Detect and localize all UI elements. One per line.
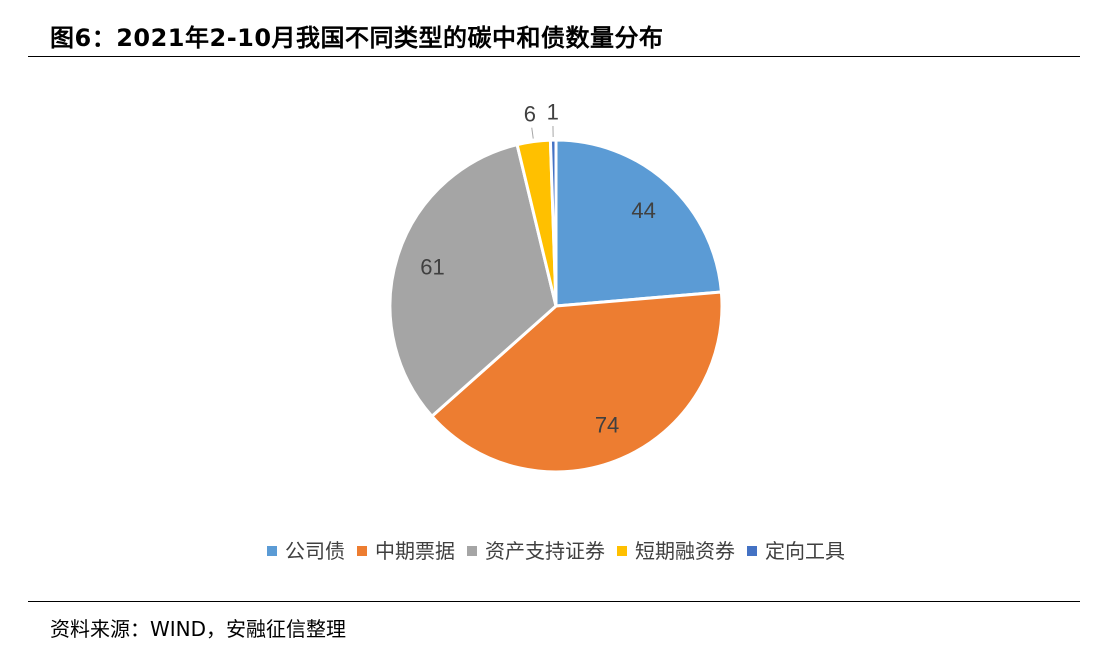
- data-labels: 44 74 61 6 1: [420, 100, 656, 438]
- legend: 公司债 中期票据 资产支持证券 短期融资券 定向工具: [267, 539, 845, 563]
- pie-slices: [388, 138, 724, 474]
- pie-slice: [430, 290, 724, 474]
- legend-label: 公司债: [285, 539, 345, 563]
- data-label: 61: [420, 255, 444, 280]
- pie-slice: [554, 138, 723, 308]
- legend-item: 定向工具: [747, 539, 845, 563]
- legend-swatch: [617, 546, 627, 556]
- legend-swatch: [467, 546, 477, 556]
- leader-line: [531, 127, 534, 139]
- pie-slice: [388, 143, 558, 418]
- legend-label: 短期融资券: [635, 539, 735, 563]
- legend-swatch: [357, 546, 367, 556]
- legend-item: 短期融资券: [617, 539, 735, 563]
- data-label: 44: [631, 198, 655, 223]
- legend-swatch: [747, 546, 757, 556]
- figure-title: 图6：2021年2-10月我国不同类型的碳中和债数量分布: [50, 24, 664, 52]
- legend-label: 中期票据: [375, 539, 455, 563]
- top-rule: [28, 56, 1080, 57]
- leader-lines: [531, 126, 554, 139]
- bottom-rule: [28, 601, 1080, 602]
- legend-item: 资产支持证券: [467, 539, 605, 563]
- data-label: 6: [524, 101, 536, 126]
- pie-slice: [548, 138, 558, 308]
- pie-chart: 44 74 61 6 1 公司债 中期票据 资产支持证券 短期融资券 定向工具: [267, 100, 845, 563]
- legend-swatch: [267, 546, 277, 556]
- legend-item: 公司债: [267, 539, 345, 563]
- legend-item: 中期票据: [357, 539, 455, 563]
- data-label: 74: [595, 412, 619, 437]
- data-label: 1: [547, 100, 559, 125]
- legend-label: 定向工具: [765, 539, 845, 563]
- legend-label: 资产支持证券: [485, 539, 605, 563]
- source-note: 资料来源：WIND，安融征信整理: [50, 617, 347, 641]
